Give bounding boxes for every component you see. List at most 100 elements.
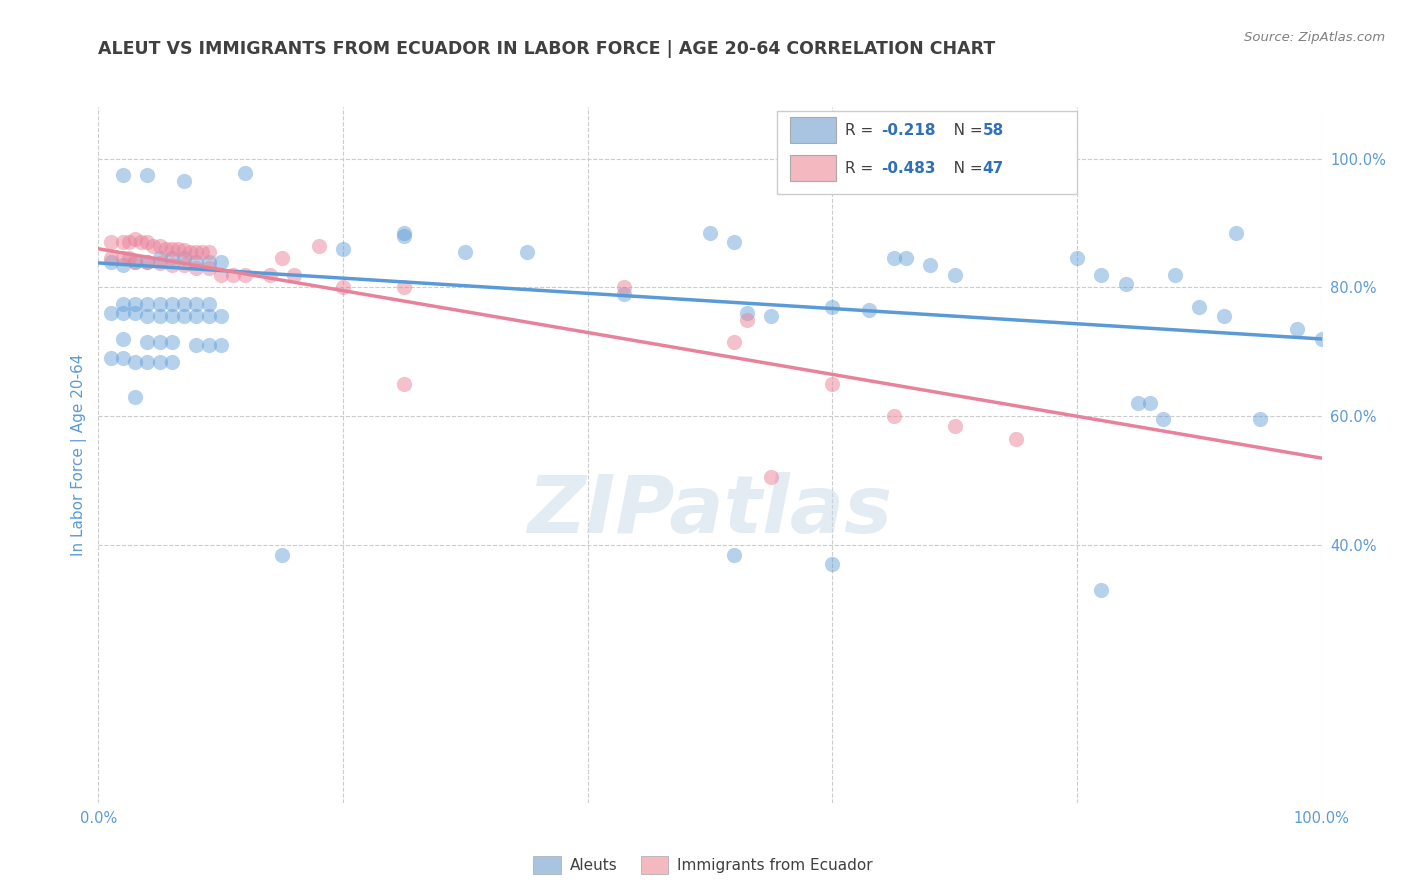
Point (197, 244, 219, 259)
Point (160, 258, 183, 272)
Point (186, 244, 208, 259)
Point (124, 254, 146, 268)
Text: -0.483: -0.483 (882, 161, 936, 176)
Text: N =: N = (939, 161, 987, 176)
Point (920, 258, 942, 272)
Point (332, 280, 354, 294)
Point (111, 296, 134, 310)
Point (124, 354, 146, 368)
Point (1115, 277, 1137, 292)
Point (197, 296, 219, 310)
Point (136, 354, 159, 368)
Point (111, 306, 134, 320)
Point (136, 310, 159, 324)
Point (209, 310, 232, 324)
Point (761, 470, 783, 484)
Point (160, 242, 183, 256)
Point (1004, 168, 1026, 182)
Point (723, 335, 745, 350)
Point (149, 296, 172, 310)
Point (186, 310, 208, 324)
Point (100, 306, 122, 320)
Point (136, 296, 159, 310)
Point (173, 243, 195, 257)
Point (1029, 168, 1052, 182)
Point (111, 258, 134, 272)
Y-axis label: In Labor Force | Age 20-64: In Labor Force | Age 20-64 (72, 354, 87, 556)
Point (821, 300, 844, 314)
Point (197, 338, 219, 352)
Point (270, 548, 294, 562)
Point (186, 254, 208, 268)
Point (124, 390, 146, 404)
Point (259, 268, 281, 282)
Bar (778, 111, 1077, 194)
Point (100, 254, 122, 268)
Point (160, 296, 183, 310)
Point (270, 252, 294, 266)
Point (858, 303, 880, 318)
Point (149, 310, 172, 324)
Point (894, 252, 917, 266)
Point (222, 268, 245, 282)
Point (1188, 300, 1211, 314)
Point (883, 409, 905, 424)
Point (149, 238, 172, 252)
Text: Source: ZipAtlas.com: Source: ZipAtlas.com (1244, 31, 1385, 45)
Point (209, 268, 232, 282)
Point (392, 280, 416, 294)
Point (1090, 583, 1112, 598)
Point (149, 256, 172, 270)
Point (136, 235, 159, 250)
Point (1310, 332, 1333, 346)
Text: -0.218: -0.218 (882, 122, 936, 137)
Point (209, 254, 232, 268)
Point (332, 242, 354, 256)
Point (124, 306, 146, 320)
Point (155, 242, 177, 256)
Point (179, 244, 201, 259)
Point (943, 268, 966, 282)
Point (173, 252, 195, 266)
Bar (790, 117, 837, 144)
Point (233, 268, 256, 282)
Point (613, 286, 636, 301)
Point (160, 335, 183, 350)
Point (723, 235, 745, 250)
Point (186, 261, 208, 276)
Text: R =: R = (845, 122, 877, 137)
Point (100, 235, 122, 250)
Legend: Aleuts, Immigrants from Ecuador: Aleuts, Immigrants from Ecuador (527, 850, 879, 880)
Point (191, 244, 214, 259)
Point (136, 168, 159, 182)
Text: ZIPatlas: ZIPatlas (527, 472, 893, 549)
Point (111, 235, 134, 250)
Point (124, 254, 146, 268)
Point (1164, 268, 1187, 282)
Point (1090, 268, 1112, 282)
Point (1066, 252, 1088, 266)
Point (111, 351, 134, 366)
Point (136, 254, 159, 268)
Point (136, 254, 159, 268)
Point (197, 310, 219, 324)
Bar (790, 155, 837, 181)
Point (160, 310, 183, 324)
Point (1139, 396, 1161, 410)
Point (118, 252, 141, 266)
Point (129, 235, 152, 250)
Point (100, 351, 122, 366)
Point (124, 296, 146, 310)
Point (515, 244, 537, 259)
Point (160, 354, 183, 368)
Point (167, 242, 190, 256)
Point (392, 377, 416, 392)
Point (197, 254, 219, 268)
Point (209, 338, 232, 352)
Point (308, 238, 330, 252)
Point (100, 252, 122, 266)
Point (111, 332, 134, 346)
Text: 58: 58 (983, 122, 1004, 137)
Point (735, 312, 758, 326)
Text: R =: R = (845, 161, 877, 176)
